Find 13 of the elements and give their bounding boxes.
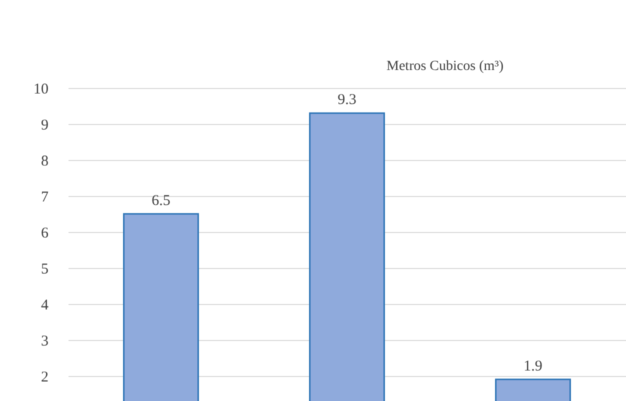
chart-title: Metros Cubicos (m³) — [386, 59, 504, 74]
y-tick-label: 2 — [41, 369, 48, 386]
data-label: 6.5 — [152, 192, 170, 209]
y-tick-label: 8 — [41, 153, 48, 170]
y-tick-label: 5 — [41, 261, 48, 278]
data-label: 1.9 — [524, 358, 542, 374]
y-tick-label: 10 — [34, 82, 48, 98]
y-tick-label: 7 — [41, 189, 49, 206]
y-tick-label: 6 — [41, 225, 49, 242]
y-tick-label: 4 — [41, 297, 49, 314]
y-tick-label: 9 — [41, 117, 48, 134]
y-tick-label: 3 — [41, 333, 48, 350]
data-label: 9.3 — [338, 92, 356, 108]
